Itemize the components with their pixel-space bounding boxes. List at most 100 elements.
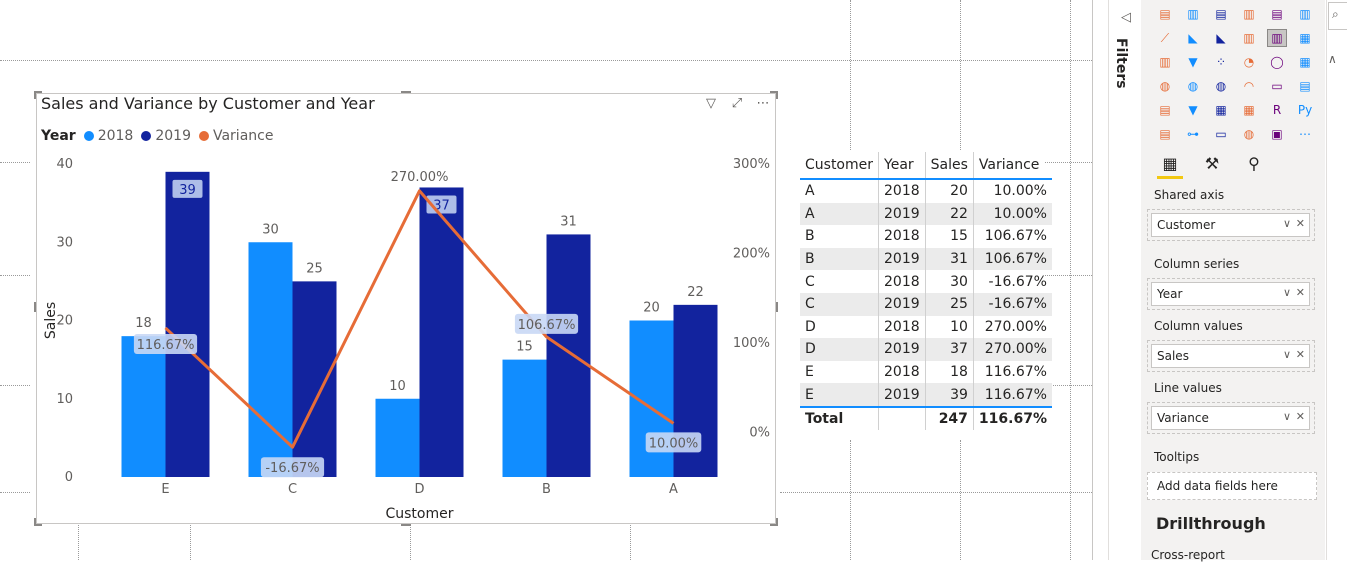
arcgis-icon[interactable]: ◍ [1243,127,1255,141]
table-row[interactable]: E 2018 18 116.67% [800,360,1052,384]
table-icon[interactable]: ▦ [1215,103,1227,117]
line-values-well[interactable]: Variance ∨ ✕ [1147,402,1315,434]
shared-axis-well[interactable]: Customer ∨ ✕ [1147,209,1315,241]
stacked-column-icon[interactable]: ▥ [1187,7,1199,21]
resize-handle[interactable] [34,302,36,312]
column-header-variance[interactable]: Variance [972,152,1052,180]
line-clustered-column-selected-icon[interactable]: ▥ [1267,29,1287,47]
donut-icon[interactable]: ◯ [1270,55,1284,69]
pie-icon[interactable]: ◔ [1243,55,1255,69]
matrix-icon[interactable]: ▦ [1243,103,1255,117]
table-row[interactable]: A 2018 20 10.00% [800,179,1052,203]
remove-field-icon[interactable]: ✕ [1295,348,1305,361]
resize-handle[interactable] [776,302,778,312]
combo-chart-visual[interactable]: Sales and Variance by Customer and Year … [34,91,778,526]
table-row[interactable]: A 2019 22 10.00% [800,202,1052,226]
resize-handle[interactable] [776,518,778,526]
chevron-down-icon[interactable]: ∨ [1282,286,1291,299]
line-values-field[interactable]: Variance ∨ ✕ [1151,406,1310,430]
resize-handle[interactable] [34,518,36,526]
card-icon[interactable]: ▭ [1271,79,1283,93]
line-clustered-column-icon[interactable]: ▥ [1243,31,1255,45]
visual-header-icons: ▽ ⤢ ⋯ [703,96,771,111]
multi-row-card-icon[interactable]: ▤ [1299,79,1311,93]
remove-field-icon[interactable]: ✕ [1295,410,1305,423]
map-icon[interactable]: ◍ [1159,79,1171,93]
100-stacked-column-icon[interactable]: ▥ [1299,7,1311,21]
slicer-icon[interactable]: ▼ [1188,103,1198,117]
resize-handle[interactable] [34,91,42,93]
qa-icon[interactable]: ▭ [1215,127,1227,141]
legend-item-2019[interactable]: 2019 [155,128,191,144]
total-cell-variance: 116.67% [972,405,1052,430]
filter-icon[interactable]: ▽ [706,96,716,111]
r-visual-icon[interactable]: R [1272,103,1282,117]
power-apps-icon[interactable]: ▣ [1271,127,1283,141]
key-influencers-icon[interactable]: ▤ [1159,127,1171,141]
column-series-well[interactable]: Year ∨ ✕ [1147,278,1315,310]
table-row[interactable]: B 2019 31 106.67% [800,247,1052,271]
column-series-field[interactable]: Year ∨ ✕ [1151,282,1310,306]
more-visuals-icon[interactable]: ⋯ [1299,127,1311,141]
chevron-up-icon[interactable]: ∧ [1328,52,1337,66]
fields-search-input[interactable]: ⌕ [1328,2,1347,30]
table-body: A 2018 20 10.00% A 2019 22 10.00% B 2018 15 106.67%… [800,179,1052,430]
column-header-sales[interactable]: Sales [924,152,974,180]
filter-funnel-icon[interactable]: ◁ [1121,10,1131,25]
100-stacked-bar-icon[interactable]: ▤ [1271,7,1283,21]
treemap-icon[interactable]: ▦ [1299,55,1311,69]
legend-item-2018[interactable]: 2018 [97,128,134,144]
resize-handle[interactable] [401,524,411,526]
stacked-bar-icon[interactable]: ▤ [1159,7,1171,21]
fields-tab-icon[interactable]: ▦ [1157,150,1183,179]
column-values-field[interactable]: Sales ∨ ✕ [1151,344,1310,368]
resize-handle[interactable] [776,91,778,99]
gauge-icon[interactable]: ◠ [1243,79,1255,93]
focus-mode-icon[interactable]: ⤢ [731,96,743,111]
shared-axis-field[interactable]: Customer ∨ ✕ [1151,213,1310,237]
decomposition-tree-icon[interactable]: ⊶ [1187,127,1199,141]
table-row[interactable]: C 2018 30 -16.67% [800,270,1052,293]
line-chart-icon[interactable]: ⟋ [1160,30,1170,45]
chevron-down-icon[interactable]: ∨ [1282,348,1291,361]
ribbon-chart-icon[interactable]: ▦ [1299,31,1311,45]
clustered-bar-icon[interactable]: ▤ [1215,7,1227,21]
area-chart-icon[interactable]: ◣ [1188,31,1198,45]
resize-handle[interactable] [770,524,778,526]
column-header-year[interactable]: Year [878,152,926,180]
more-options-icon[interactable]: ⋯ [756,96,770,111]
table-row[interactable]: B 2018 15 106.67% [800,225,1052,248]
column-values-well[interactable]: Sales ∨ ✕ [1147,340,1315,372]
chart-plot-area[interactable]: 0 10 20 30 40 0% 100% 200% 300% Sales Customer E C D B… [37,94,775,523]
remove-field-icon[interactable]: ✕ [1295,217,1305,230]
scatter-icon[interactable]: ⁘ [1215,55,1227,69]
chevron-down-icon[interactable]: ∨ [1282,410,1291,423]
table-row[interactable]: C 2019 25 -16.67% [800,292,1052,316]
clustered-column-icon[interactable]: ▥ [1243,7,1255,21]
table-visual[interactable]: Customer Year Sales Variance A 2018 20 10.0… [800,152,1052,430]
remove-field-icon[interactable]: ✕ [1295,286,1305,299]
chevron-down-icon[interactable]: ∨ [1282,217,1291,230]
kpi-icon[interactable]: ▤ [1159,103,1171,117]
resize-handle[interactable] [34,524,42,526]
funnel-icon[interactable]: ▼ [1188,55,1198,69]
analytics-tab-icon[interactable]: ⚲ [1248,153,1260,173]
table-row[interactable]: D 2018 10 270.00% [800,315,1052,339]
tooltips-well[interactable]: Add data fields here [1147,472,1317,500]
table-row[interactable]: E 2019 39 116.67% [800,383,1052,407]
filled-map-icon[interactable]: ◍ [1187,79,1199,93]
legend-item-variance[interactable]: Variance [212,128,274,144]
python-visual-icon[interactable]: Py [1297,103,1313,117]
waterfall-icon[interactable]: ▥ [1159,55,1171,69]
stacked-area-icon[interactable]: ◣ [1216,31,1226,45]
resize-handle[interactable] [34,91,36,99]
column-header-customer[interactable]: Customer [800,152,879,180]
resize-handle[interactable] [401,91,411,93]
shape-map-icon[interactable]: ◍ [1215,79,1227,93]
filters-pane-collapsed[interactable]: ◁ Filters [1108,0,1143,560]
resize-handle[interactable] [770,91,778,93]
format-tab-icon[interactable]: ⚒ [1204,153,1220,173]
y-axis-tick-label: 40 [56,157,73,172]
filters-label[interactable]: Filters [1113,38,1129,89]
table-row[interactable]: D 2019 37 270.00% [800,338,1052,361]
